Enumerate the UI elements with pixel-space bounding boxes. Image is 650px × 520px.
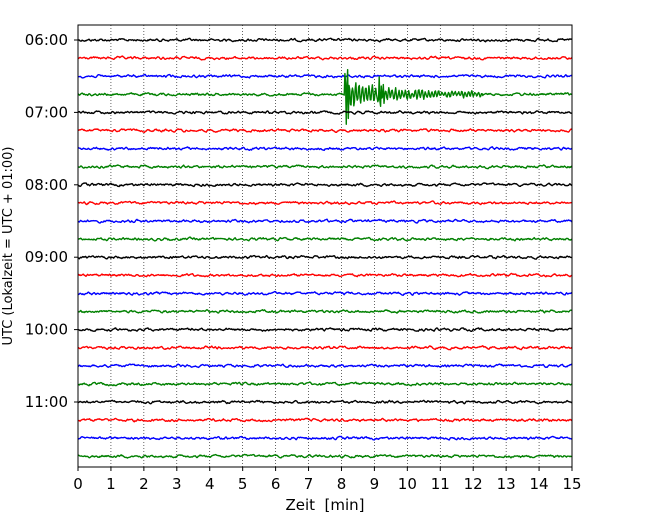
y-tick-label: 09:00 — [25, 248, 68, 266]
seismogram-trace — [77, 68, 573, 125]
seismogram-trace — [77, 435, 573, 441]
x-tick-label: 15 — [562, 475, 581, 493]
seismogram-trace — [77, 417, 573, 423]
x-tick-label: 7 — [304, 475, 314, 493]
y-tick-label: 08:00 — [25, 176, 68, 194]
seismogram-trace — [77, 272, 573, 278]
seismogram-trace — [77, 290, 573, 296]
seismogram-trace — [77, 37, 573, 43]
seismogram-trace — [77, 128, 573, 134]
x-tick-label: 1 — [106, 475, 116, 493]
seismogram-trace — [77, 381, 573, 387]
x-tick-label: 9 — [370, 475, 380, 493]
y-axis-label: UTC (Lokalzeit = UTC + 01:00) — [1, 147, 16, 346]
x-axis-label: Zeit [min] — [285, 496, 364, 514]
x-tick-label: 0 — [73, 475, 83, 493]
seismogram-trace — [77, 73, 573, 79]
x-tick-label: 4 — [205, 475, 215, 493]
x-tick-label: 10 — [398, 475, 417, 493]
seismogram-trace — [77, 218, 573, 224]
seismogram-trace — [77, 146, 573, 151]
seismogram-trace — [77, 254, 573, 260]
y-tick-label: 06:00 — [25, 31, 68, 49]
x-tick-label: 5 — [238, 475, 248, 493]
traces — [77, 37, 573, 459]
seismogram-trace — [77, 345, 573, 351]
x-tick-label: 2 — [139, 475, 149, 493]
x-tick-label: 6 — [271, 475, 281, 493]
x-tick-label: 14 — [530, 475, 549, 493]
x-tick-label: 8 — [337, 475, 347, 493]
y-axis-ticks: 06:00 07:00 08:00 09:00 10:00 11:00 — [25, 31, 78, 411]
y-tick-label: 10:00 — [25, 321, 68, 339]
y-tick-label: 11:00 — [25, 393, 68, 411]
seismogram-trace — [77, 200, 573, 206]
seismogram-trace — [77, 236, 573, 242]
x-tick-label: 12 — [464, 475, 483, 493]
seismogram-trace — [77, 110, 573, 115]
seismogram-trace — [77, 182, 573, 188]
seismogram-trace — [77, 164, 573, 170]
seismogram-trace — [77, 363, 573, 369]
plot-frame — [77, 24, 573, 468]
y-tick-label: 07:00 — [25, 103, 68, 121]
seismogram-trace — [77, 55, 573, 61]
x-tick-label: 13 — [497, 475, 516, 493]
x-tick-label: 3 — [172, 475, 182, 493]
seismogram-trace — [77, 309, 573, 314]
seismogram-trace — [77, 327, 573, 333]
x-tick-label: 11 — [431, 475, 450, 493]
seismogram-trace — [77, 453, 573, 459]
seismogram-trace — [77, 399, 573, 405]
x-axis-ticks: 0 1 2 3 4 5 6 7 8 9 10 11 12 13 14 15 — [73, 467, 582, 493]
